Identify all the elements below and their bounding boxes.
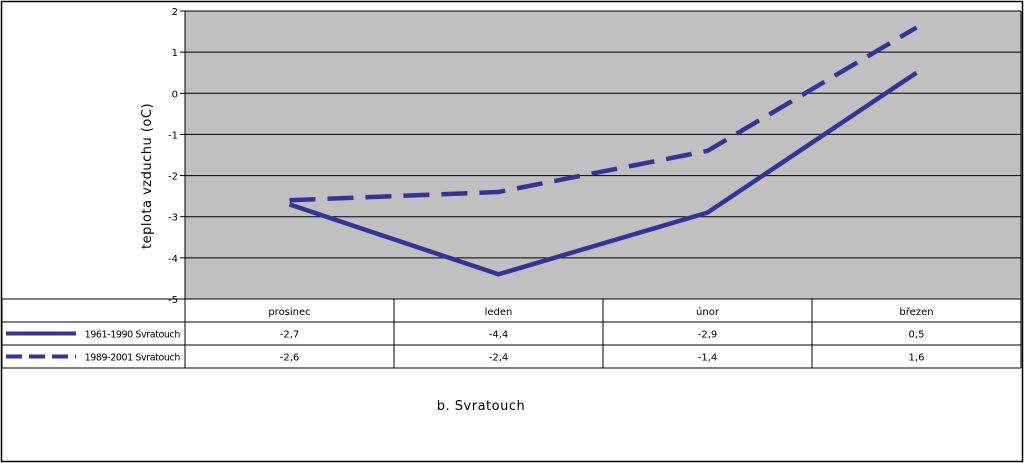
y-tick-label: 1 xyxy=(172,48,178,59)
legend-label: 1989-2001 Svratouch xyxy=(85,353,181,364)
category-label: prosinec xyxy=(268,307,310,318)
y-axis-label: teplota vzduchu (oC) xyxy=(140,103,155,249)
gridlines xyxy=(180,10,1022,300)
y-tick-label: -4 xyxy=(168,254,178,265)
category-label: březen xyxy=(899,306,933,318)
data-table: prosinec leden únor březen 1961-1990 Svratou… xyxy=(1,298,1022,369)
category-label: únor xyxy=(696,306,720,318)
y-tick-label: 2 xyxy=(172,7,178,18)
data-label: -2,4 xyxy=(489,353,509,364)
data-label: 1,6 xyxy=(909,353,925,364)
y-tick-label: -2 xyxy=(168,172,178,183)
y-tick-label: 0 xyxy=(172,89,178,100)
data-label: -4,4 xyxy=(489,330,509,341)
chart-caption: b. Svratouch xyxy=(437,399,525,414)
legend-label: 1961-1990 Svratouch xyxy=(85,330,181,341)
category-label: leden xyxy=(485,307,513,318)
series-lines xyxy=(288,25,918,277)
y-tick-label: -1 xyxy=(168,130,178,141)
data-label: -2,7 xyxy=(280,330,300,341)
data-label: 0,5 xyxy=(909,330,925,341)
plot-area xyxy=(185,11,1021,299)
y-tick-label: -3 xyxy=(168,213,178,224)
series-line xyxy=(288,70,918,277)
y-tick-label: -5 xyxy=(168,295,178,306)
data-label: -2,9 xyxy=(698,330,718,341)
series-line xyxy=(289,25,918,203)
data-label: -1,4 xyxy=(698,353,718,364)
y-tick-labels: 2 1 0 -1 -2 -3 -4 -5 xyxy=(168,7,178,306)
data-label: -2,6 xyxy=(280,353,300,364)
